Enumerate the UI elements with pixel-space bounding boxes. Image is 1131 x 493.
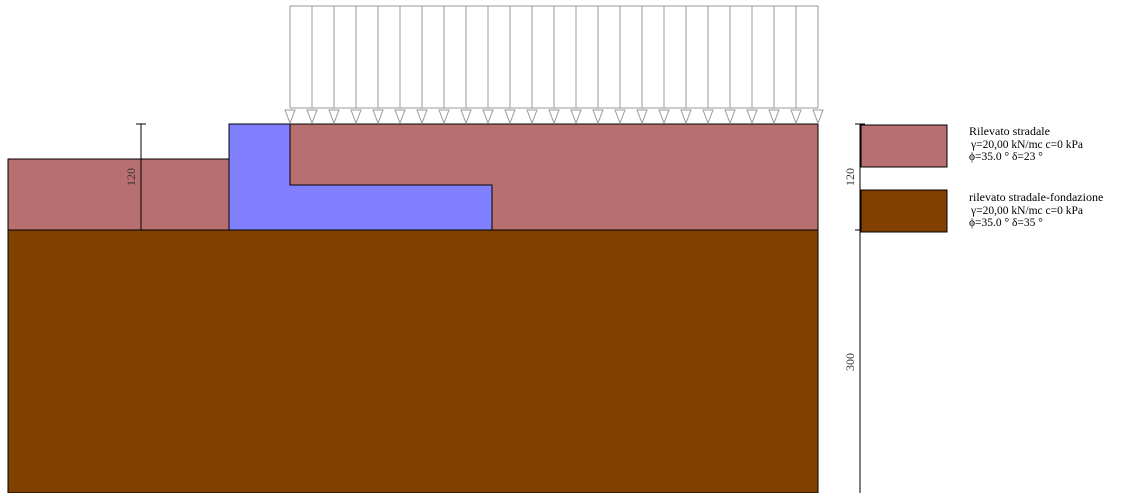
legend-item-fondazione: rilevato stradale-fondazione γ=20,00 kN/… <box>860 189 1103 233</box>
right-dimension-upper-label: 120 <box>843 168 857 186</box>
load-arrow <box>482 109 494 125</box>
load-arrow <box>394 109 406 125</box>
legend-swatch-rilevato <box>860 124 948 168</box>
load-arrow <box>790 109 802 125</box>
load-arrow <box>416 109 428 125</box>
load-arrow <box>636 109 648 125</box>
load-arrow <box>548 109 560 125</box>
legend-line2-rilevato: ϕ=35.0 ° δ=23 ° <box>969 151 1043 163</box>
load-arrow <box>680 109 692 125</box>
load-arrow <box>504 109 516 125</box>
legend-line1-rilevato: γ=20,00 kN/mc c=0 kPa <box>970 139 1083 151</box>
load-arrow <box>812 109 824 125</box>
left-embankment <box>7 158 230 231</box>
load-arrow <box>306 109 318 125</box>
load-arrow <box>350 109 362 125</box>
load-arrow <box>592 109 604 125</box>
legend-title-rilevato: Rilevato stradale <box>969 124 1050 138</box>
left-dimension-label: 120 <box>124 168 138 186</box>
surcharge-load <box>284 5 824 125</box>
load-arrow <box>460 109 472 125</box>
legend-swatch-fondazione <box>860 189 948 233</box>
load-arrow <box>768 109 780 125</box>
load-arrow <box>746 109 758 125</box>
load-arrow <box>724 109 736 125</box>
legend-item-rilevato: Rilevato stradale γ=20,00 kN/mc c=0 kPa … <box>860 124 1083 168</box>
load-arrow <box>438 109 450 125</box>
load-arrow <box>284 109 296 125</box>
load-arrow <box>372 109 384 125</box>
legend-line2-fondazione: ϕ=35.0 ° δ=35 ° <box>969 217 1043 229</box>
legend: Rilevato stradale γ=20,00 kN/mc c=0 kPa … <box>860 124 1103 233</box>
load-arrow <box>702 109 714 125</box>
load-arrow <box>614 109 626 125</box>
foundation-layer <box>7 229 819 493</box>
load-arrow <box>328 109 340 125</box>
legend-title-fondazione: rilevato stradale-fondazione <box>969 190 1103 204</box>
legend-line1-fondazione: γ=20,00 kN/mc c=0 kPa <box>970 205 1083 217</box>
load-arrow <box>526 109 538 125</box>
right-dimension-lower-label: 300 <box>843 353 857 371</box>
left-dimension: 120 <box>124 123 146 230</box>
right-dimension-axis: 120 300 <box>843 123 865 493</box>
load-arrow <box>658 109 670 125</box>
load-arrow <box>570 109 582 125</box>
